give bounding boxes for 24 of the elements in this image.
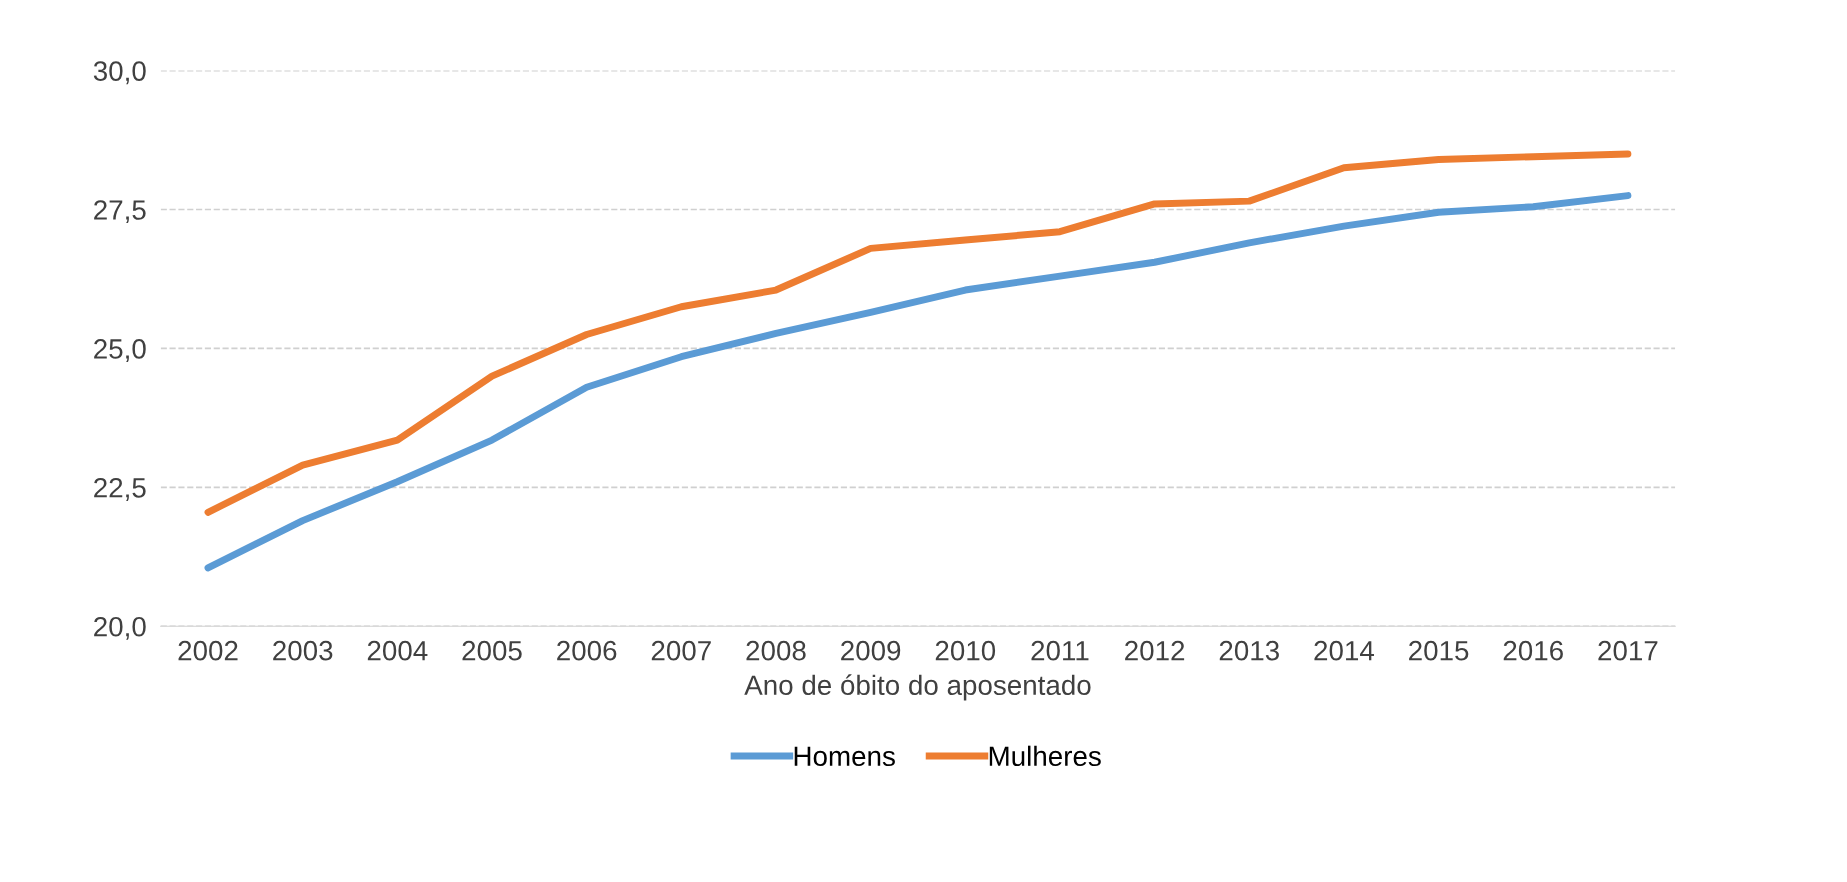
x-tick-label: 2008 [746, 640, 806, 661]
x-tick-label: 2015 [1409, 640, 1469, 661]
x-tick-label: 2013 [1219, 640, 1279, 661]
y-tick-label: 30,0 [93, 61, 146, 85]
x-tick-label: 2010 [935, 640, 996, 661]
y-tick-label: 27,5 [94, 200, 146, 224]
legend-label: Homens [794, 746, 895, 767]
x-tick-label: 2009 [841, 640, 901, 661]
y-tick-label: 22,5 [94, 477, 146, 501]
x-tick-label: 2003 [273, 640, 333, 661]
legend-label: Mulheres [989, 745, 1101, 767]
x-tick-label: 2011 [1031, 640, 1089, 661]
x-tick-label: 2017 [1598, 640, 1658, 661]
x-tick-label: 2007 [651, 640, 711, 661]
x-tick-label: 2005 [462, 640, 522, 661]
x-tick-label: 2002 [178, 640, 238, 661]
x-tick-label: 2004 [367, 640, 428, 661]
x-axis-title: Ano de óbito do aposentado [744, 674, 1091, 701]
y-tick-label: 20,0 [94, 616, 146, 640]
x-tick-label: 2006 [557, 640, 617, 661]
x-tick-label: 2012 [1125, 640, 1185, 661]
y-tick-label: 25,0 [94, 339, 146, 363]
x-tick-label: 2014 [1314, 640, 1375, 661]
x-tick-label: 2016 [1503, 640, 1563, 661]
